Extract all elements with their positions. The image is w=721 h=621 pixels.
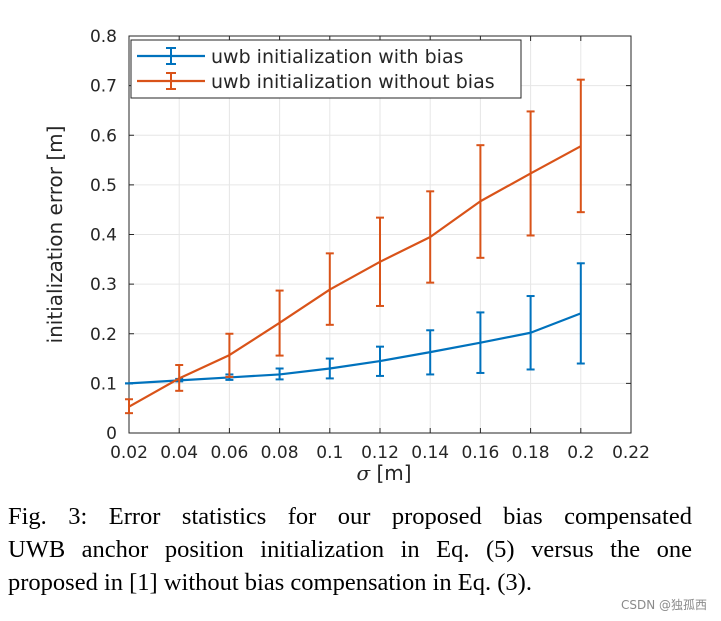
x-tick-label: 0.02 [110, 443, 148, 463]
y-tick-label: 0.5 [90, 176, 117, 196]
caption-line-2: UWB anchor position initialization in Eq… [8, 536, 692, 563]
y-tick-label: 0.6 [90, 126, 117, 146]
error-bar [476, 144, 485, 259]
y-tick-label: 0.8 [90, 27, 117, 47]
error-bar [376, 345, 384, 377]
error-bar [325, 252, 334, 326]
y-tick-label: 0.1 [90, 374, 117, 394]
legend-item-2: uwb initialization without bias [137, 71, 495, 93]
axes-box [128, 35, 632, 434]
caption-line-3: proposed in [1] without bias compensatio… [8, 569, 532, 596]
x-axis-label: σ [m] [356, 461, 411, 485]
y-tick-label: 0.4 [90, 226, 117, 246]
legend-item-1: uwb initialization with bias [137, 46, 464, 68]
x-axis-label-symbol: σ [356, 461, 371, 485]
legend-box [130, 39, 522, 99]
x-tick-label: 0.16 [461, 443, 499, 463]
error-bar [426, 329, 435, 376]
y-axis-label: initialization error [m] [43, 126, 67, 344]
error-bar [275, 367, 284, 381]
y-tick-label: 0.7 [90, 77, 117, 97]
series-line [128, 145, 582, 408]
x-tick-label: 0.12 [361, 443, 399, 463]
y-tick-label: 0.3 [90, 275, 117, 295]
tick-labels: 0.02 0.04 0.06 0.08 0.1 0.12 0.14 0.16 0.18 0.2 0.… [90, 27, 650, 463]
error-bar [125, 398, 133, 415]
x-tick-label: 0.04 [160, 443, 198, 463]
error-bar [576, 78, 585, 214]
figure-caption: Fig. 3: Error statistics for our propose… [8, 500, 692, 599]
x-tick-label: 0.22 [612, 443, 650, 463]
series-layer [125, 78, 585, 415]
watermark: CSDN @独孤西 [620, 598, 707, 612]
error-bar [175, 364, 184, 392]
x-tick-label: 0.08 [261, 443, 299, 463]
series-2 [125, 78, 585, 415]
caption-line-1: Fig. 3: Error statistics for our propose… [8, 503, 692, 530]
x-tick-label: 0.1 [316, 443, 343, 463]
legend-label: uwb initialization without bias [211, 71, 495, 93]
x-tick-label: 0.18 [512, 443, 550, 463]
series-line [128, 312, 582, 385]
x-tick-label: 0.14 [411, 443, 449, 463]
error-bar [225, 332, 234, 378]
legend: uwb initialization with bias uwb initiali… [130, 39, 522, 99]
y-tick-label: 0.2 [90, 325, 117, 345]
legend-label: uwb initialization with bias [211, 46, 464, 68]
x-tick-label: 0.06 [210, 443, 248, 463]
x-axis-label-unit: [m] [370, 461, 411, 485]
chart: 0.02 0.04 0.06 0.08 0.1 0.12 0.14 0.16 0.18 0.2 0.… [43, 27, 650, 485]
x-tick-label: 0.2 [567, 443, 594, 463]
error-bar [275, 289, 284, 357]
y-tick-label: 0 [106, 424, 117, 444]
